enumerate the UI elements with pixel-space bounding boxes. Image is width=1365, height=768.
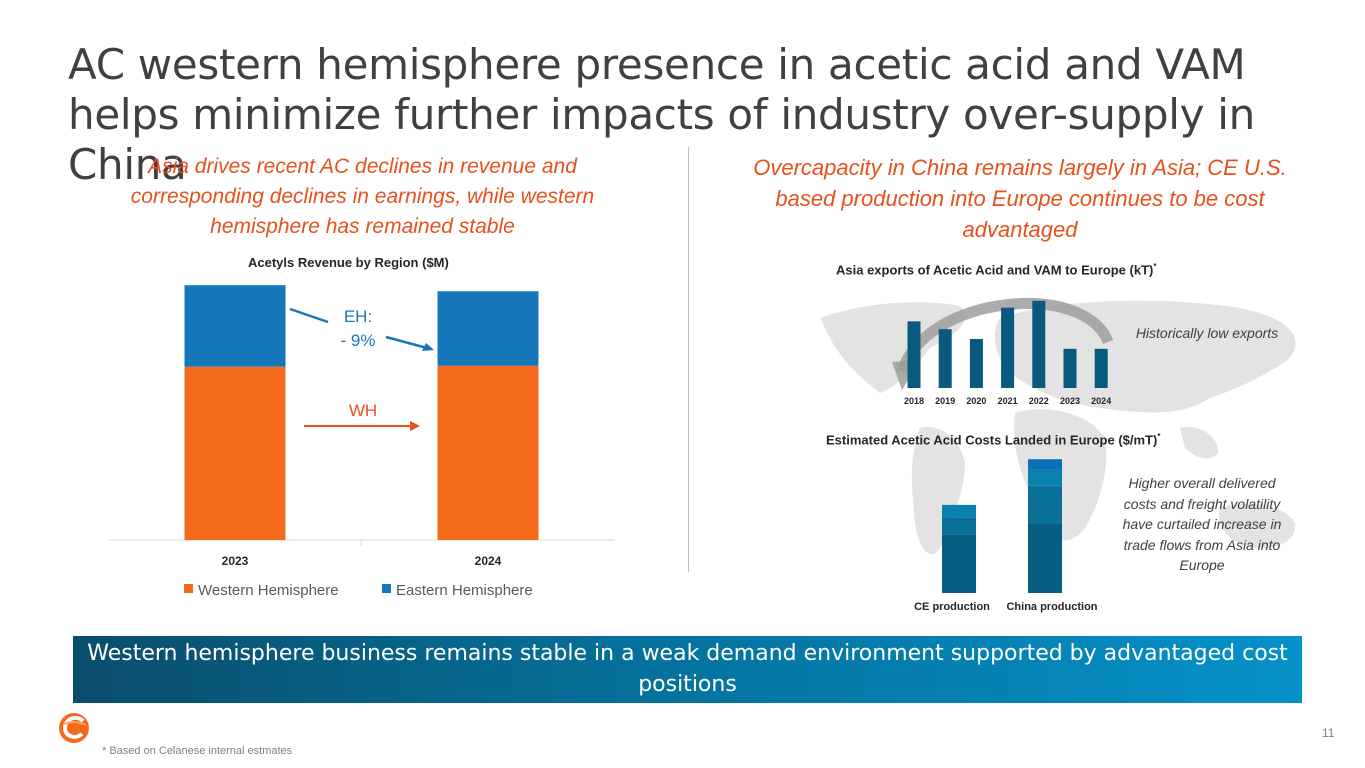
exports-tick-2021: 2021 bbox=[998, 396, 1018, 406]
right-subtitle: Overcapacity in China remains largely in… bbox=[753, 155, 1287, 242]
revenue-bar-2024-western bbox=[437, 365, 539, 540]
takeaway-banner: Western hemisphere business remains stab… bbox=[73, 636, 1302, 703]
legend-eastern: Eastern Hemisphere bbox=[396, 582, 533, 599]
eh-label-2: - 9% bbox=[341, 331, 376, 350]
exports-tick-2023: 2023 bbox=[1060, 396, 1080, 406]
costs-chart-title-text: Estimated Acetic Acid Costs Landed in Eu… bbox=[826, 432, 1158, 448]
cost-bar-ce-upper bbox=[942, 504, 976, 518]
exports-tick-2022: 2022 bbox=[1029, 396, 1049, 406]
exports-tick-2020: 2020 bbox=[966, 396, 986, 406]
cost-tick-ce-production: CE production bbox=[914, 601, 990, 613]
exports-chart: 2018 2019 2020 2021 2022 2023 2024 bbox=[892, 298, 1114, 406]
wh-label: WH bbox=[349, 401, 377, 420]
cost-bar-china-base bbox=[1028, 524, 1062, 593]
legend-swatch-eastern bbox=[382, 584, 391, 593]
costs-chart-title: Estimated Acetic Acid Costs Landed in Eu… bbox=[826, 432, 1160, 447]
exports-bar-2018 bbox=[907, 321, 921, 388]
eh-arrow-head bbox=[422, 343, 434, 351]
revenue-chart-title: Acetyls Revenue by Region ($M) bbox=[248, 255, 449, 270]
eh-arrow-line-top bbox=[289, 307, 329, 324]
revenue-tick-2023: 2023 bbox=[222, 554, 249, 568]
exports-note: Historically low exports bbox=[1135, 325, 1279, 341]
legend-western: Western Hemisphere bbox=[198, 582, 339, 599]
wh-arrow-head bbox=[410, 421, 420, 431]
cost-bar-ce-base bbox=[942, 534, 976, 593]
exports-bar-2024 bbox=[1094, 348, 1108, 388]
cost-bar-china-upper bbox=[1028, 469, 1062, 486]
exports-tick-2019: 2019 bbox=[935, 396, 955, 406]
footnote: * Based on Celanese internal estmates bbox=[102, 745, 293, 757]
column-divider bbox=[688, 147, 689, 572]
exports-bar-2021 bbox=[1001, 307, 1015, 388]
world-map-backdrop bbox=[820, 300, 1296, 554]
revenue-bar-2023-western bbox=[184, 366, 286, 540]
eh-label-1: EH: bbox=[344, 307, 372, 326]
slide-title: AC western hemisphere presence in acetic… bbox=[68, 40, 1255, 189]
costs-title-footnote-mark: * bbox=[1157, 432, 1161, 441]
exports-title-footnote-mark: * bbox=[1153, 262, 1157, 271]
cost-tick-china-production: China production bbox=[1006, 601, 1097, 613]
costs-note: Higher overall delivered costs and freig… bbox=[1122, 475, 1282, 573]
exports-tick-2024: 2024 bbox=[1091, 396, 1111, 406]
eh-arrow-line-bottom bbox=[385, 335, 428, 350]
celanese-logo-icon bbox=[59, 713, 89, 743]
cost-bar-china-top bbox=[1028, 459, 1062, 470]
cost-bar-ce-middle bbox=[942, 517, 976, 535]
page-number: 11 bbox=[1322, 726, 1335, 740]
left-subtitle: Asia drives recent AC declines in revenu… bbox=[130, 155, 595, 238]
exports-bar-2022 bbox=[1032, 300, 1046, 388]
exports-chart-title: Asia exports of Acetic Acid and VAM to E… bbox=[836, 262, 1156, 277]
exports-tick-2018: 2018 bbox=[904, 396, 924, 406]
revenue-chart: 2023 2024 EH: - 9% WH Western Hemisphere … bbox=[108, 285, 615, 599]
exports-chart-title-text: Asia exports of Acetic Acid and VAM to E… bbox=[836, 262, 1154, 278]
revenue-bar-2024-eastern bbox=[437, 291, 539, 366]
costs-chart: CE production China production bbox=[914, 459, 1098, 613]
exports-bar-2023 bbox=[1063, 348, 1077, 388]
exports-bar-2020 bbox=[969, 339, 983, 388]
revenue-bar-2023-eastern bbox=[184, 285, 286, 367]
legend-swatch-western bbox=[184, 584, 193, 593]
revenue-tick-2024: 2024 bbox=[475, 554, 502, 568]
cost-bar-china-middle bbox=[1028, 485, 1062, 524]
exports-bar-2019 bbox=[938, 329, 952, 388]
